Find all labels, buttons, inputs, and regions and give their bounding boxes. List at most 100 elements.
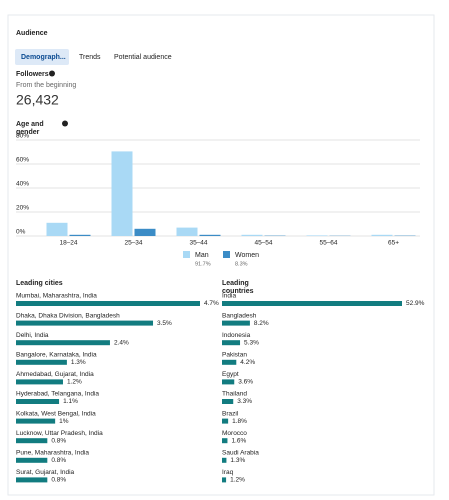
chart-title: Age and — [16, 121, 44, 128]
tab[interactable]: Trends — [79, 54, 101, 61]
list-bar — [16, 320, 154, 326]
bar — [46, 222, 68, 236]
list-bar — [16, 340, 110, 346]
list-bar — [222, 301, 402, 306]
list-bar — [222, 359, 237, 365]
x-tick-label: 65+ — [388, 240, 399, 247]
list-value: 1.1% — [63, 398, 78, 405]
list-name: Mumbai, Maharashtra, India — [16, 293, 97, 300]
list-value: 1.2% — [67, 379, 82, 386]
legend-label: Man — [195, 252, 209, 259]
legend-swatch — [223, 251, 230, 258]
list-name: India — [222, 293, 236, 300]
list-bar — [222, 477, 227, 483]
x-tick-label: 18–24 — [59, 240, 77, 247]
list-bar — [222, 418, 229, 424]
list-value: 3.3% — [237, 398, 252, 405]
legend-swatch — [183, 251, 190, 258]
list-name: Saudi Arabia — [222, 450, 259, 457]
legend-label: Women — [235, 252, 259, 259]
section-title: countries — [222, 288, 254, 295]
list-bar — [16, 379, 63, 385]
list-value: 2.4% — [114, 339, 129, 346]
list-value: 0.8% — [51, 437, 66, 444]
x-tick-label: 55–64 — [319, 240, 337, 247]
list-value: 1% — [59, 418, 69, 425]
bar — [69, 234, 91, 236]
list-bar — [16, 477, 48, 483]
list-name: Hyderabad, Telangana, India — [16, 391, 99, 398]
card — [7, 14, 435, 496]
followers-subtitle: From the beginning — [16, 82, 76, 89]
followers-total: 26,432 — [16, 92, 59, 108]
list-bar — [222, 457, 227, 463]
tab[interactable]: Potential audience — [114, 54, 172, 61]
list-value: 1.2% — [230, 477, 245, 484]
list-bar — [16, 301, 200, 306]
list-name: Bangladesh — [222, 312, 257, 319]
list-name: Lucknow, Uttar Pradesh, India — [16, 430, 103, 437]
followers-title: Followers — [16, 71, 49, 78]
list-name: Indonesia — [222, 332, 251, 339]
y-tick-label: 40% — [16, 181, 29, 188]
bar — [371, 234, 393, 236]
list-name: Thailand — [222, 391, 247, 398]
list-value: 3.6% — [238, 379, 253, 386]
list-bar — [16, 457, 48, 463]
list-value: 1.8% — [232, 418, 247, 425]
y-tick-label: 0% — [16, 229, 26, 236]
x-tick-label: 45–54 — [254, 240, 272, 247]
info-icon[interactable] — [49, 70, 55, 77]
tab[interactable]: Demograph... — [21, 54, 66, 61]
list-name: Surat, Gujarat, India — [16, 469, 75, 476]
list-bar — [16, 418, 56, 424]
list-bar — [222, 340, 241, 346]
list-value: 0.8% — [51, 457, 66, 464]
card-title: Audience — [16, 30, 48, 37]
list-value: 4.2% — [240, 359, 255, 366]
list-bar — [222, 438, 228, 444]
x-tick-label: 25–34 — [124, 240, 142, 247]
list-name: Kolkata, West Bengal, India — [16, 410, 96, 417]
list-name: Pakistan — [222, 352, 247, 359]
legend-share: 8.3% — [235, 261, 248, 267]
list-name: Dhaka, Dhaka Division, Bangladesh — [16, 312, 120, 319]
legend-share: 91.7% — [195, 261, 211, 267]
list-bar — [222, 379, 235, 385]
list-value: 0.8% — [51, 477, 66, 484]
list-value: 1.6% — [231, 437, 246, 444]
section-title: Leading — [222, 280, 249, 287]
list-bar — [16, 359, 67, 365]
section-title: Leading cities — [16, 280, 63, 287]
bar — [134, 228, 156, 236]
bar — [306, 235, 328, 236]
active-tab-bg — [15, 49, 69, 65]
y-tick-label: 20% — [16, 205, 29, 212]
list-value: 5.3% — [244, 339, 259, 346]
x-tick-label: 35–44 — [189, 240, 207, 247]
y-tick-label: 80% — [16, 133, 29, 140]
list-value: 3.5% — [157, 320, 172, 327]
list-name: Ahmedabad, Gujarat, India — [16, 371, 94, 378]
list-value: 1.3% — [71, 359, 86, 366]
list-name: Pune, Maharashtra, India — [16, 450, 89, 457]
info-icon[interactable] — [62, 120, 68, 127]
list-name: Iraq — [222, 469, 234, 476]
list-name: Delhi, India — [16, 332, 49, 339]
list-bar — [222, 399, 234, 404]
list-value: 1.3% — [230, 457, 245, 464]
bar — [176, 227, 198, 236]
list-value: 52.9% — [406, 300, 425, 307]
list-bar — [222, 320, 250, 326]
list-bar — [16, 438, 48, 444]
list-bar — [16, 399, 60, 404]
list-name: Brazil — [222, 410, 239, 417]
list-value: 4.7% — [204, 300, 219, 307]
bar — [199, 234, 221, 236]
bar — [241, 234, 263, 236]
list-name: Egypt — [222, 371, 239, 378]
list-value: 8.2% — [254, 320, 269, 327]
list-name: Morocco — [222, 430, 247, 437]
